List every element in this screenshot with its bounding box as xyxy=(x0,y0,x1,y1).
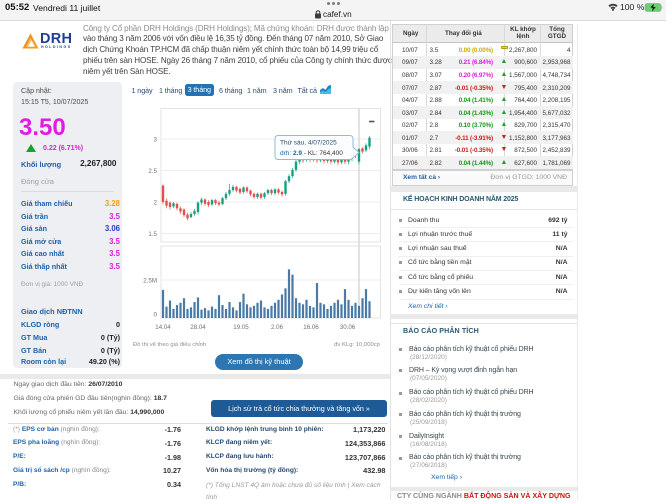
svg-text:28.04: 28.04 xyxy=(190,324,206,331)
svg-text:1.5: 1.5 xyxy=(148,231,157,238)
svg-text:2.06: 2.06 xyxy=(271,324,284,331)
svg-text:2.5M: 2.5M xyxy=(143,278,157,285)
svg-text:2: 2 xyxy=(154,200,158,207)
svg-text:Thứ sáu, 4/07/2025: Thứ sáu, 4/07/2025 xyxy=(280,140,337,147)
svg-text:drh: 2.9 - KL: 764,400: drh: 2.9 - KL: 764,400 xyxy=(280,150,343,157)
svg-text:19.05: 19.05 xyxy=(233,324,249,331)
svg-text:30.06: 30.06 xyxy=(340,324,356,331)
svg-text:3: 3 xyxy=(154,137,158,144)
svg-text:0: 0 xyxy=(154,312,158,319)
svg-text:14.04: 14.04 xyxy=(155,324,171,331)
svg-text:16.06: 16.06 xyxy=(303,324,319,331)
svg-text:2.5: 2.5 xyxy=(148,168,157,175)
